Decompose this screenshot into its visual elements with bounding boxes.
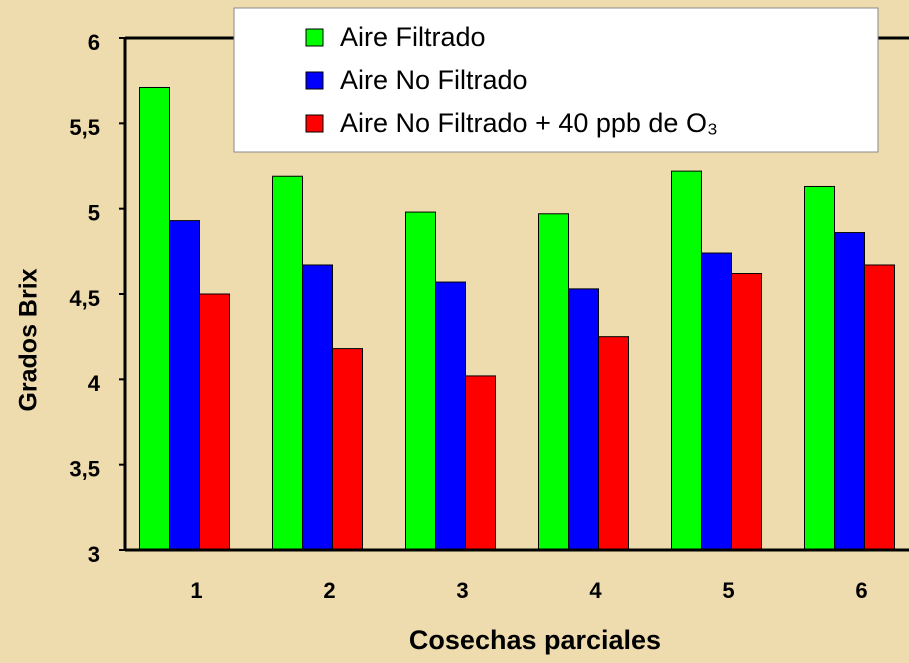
bar [465,375,496,551]
bar [169,220,200,551]
bar [568,288,599,551]
x-tick-label: 1 [190,578,202,603]
bar [538,213,569,551]
y-tick-label: 5 [88,200,100,225]
bar [864,264,895,551]
y-axis-title: Grados Brix [15,268,43,411]
x-tick-label: 3 [456,578,468,603]
bar [834,232,865,551]
y-tick-label: 4 [88,371,101,396]
legend-label: Aire No Filtrado + 40 ppb de O₃ [340,108,718,138]
x-tick-label: 2 [323,578,335,603]
bar [332,348,363,551]
bar [139,86,170,551]
y-tick-label: 3,5 [69,456,100,481]
y-tick-label: 5,5 [69,115,100,140]
bar [598,336,629,551]
x-tick-label: 6 [855,578,867,603]
y-tick-label: 3 [88,542,100,567]
bar [804,185,835,551]
x-axis-title: Cosechas parciales [409,625,661,655]
y-tick-label: 6 [88,30,100,55]
bar [731,273,762,551]
legend-swatch [305,71,324,90]
bar [701,252,732,551]
legend-label: Aire No Filtrado [340,65,528,95]
legend-swatch [305,114,324,133]
legend-box [233,7,879,153]
legend-swatch [305,28,324,47]
bar [435,281,466,551]
x-tick-label: 5 [722,578,734,603]
bar [272,175,303,551]
y-tick-label: 4,5 [69,286,100,311]
bar [405,211,436,551]
bar [302,264,333,551]
x-tick-label: 4 [589,578,602,603]
legend-label: Aire Filtrado [340,22,486,52]
bar [199,293,230,551]
bar [671,170,702,551]
